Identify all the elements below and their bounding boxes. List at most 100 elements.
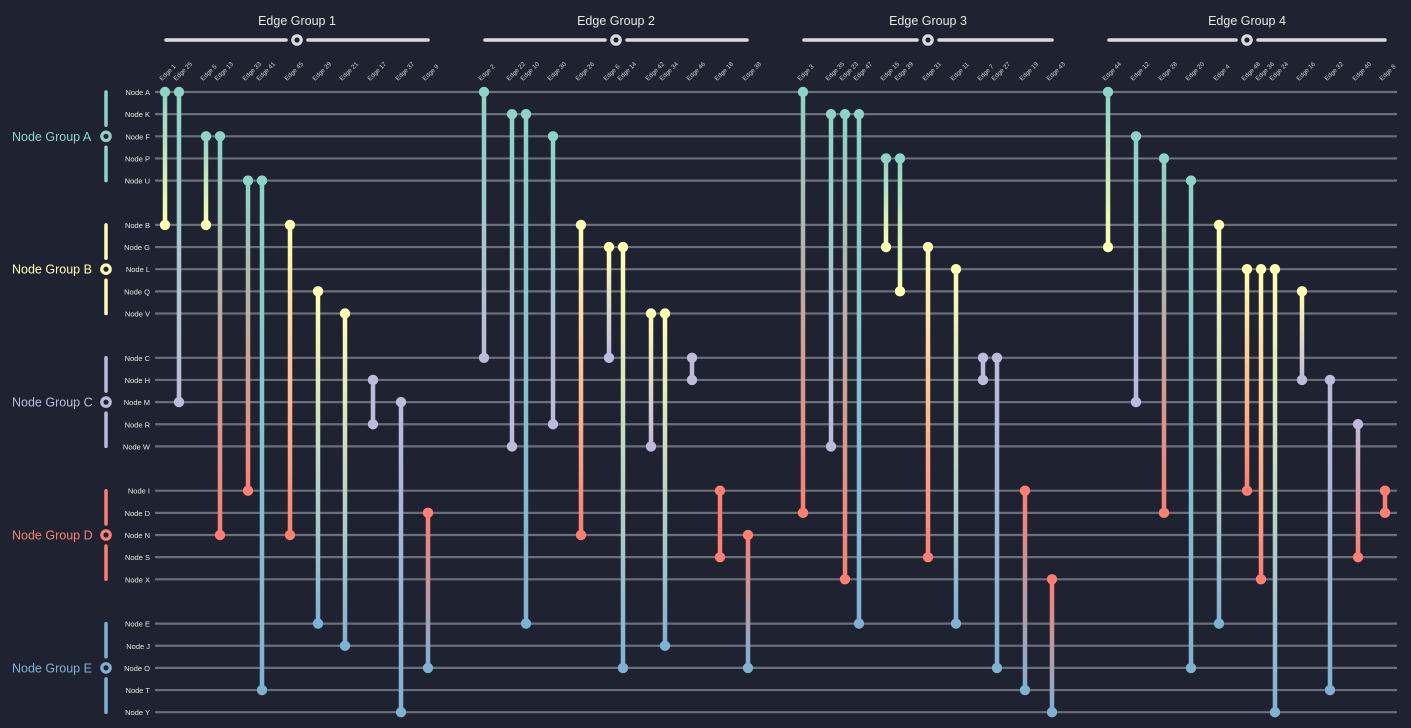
node-group-label[interactable]: Node Group C [12, 396, 93, 410]
edge-end-dot[interactable] [575, 529, 587, 541]
node-group-label[interactable]: Node Group B [12, 263, 92, 277]
edge-start-dot[interactable] [520, 108, 532, 120]
edge-start-dot[interactable] [880, 153, 892, 164]
edge-start-dot[interactable] [159, 86, 171, 98]
edge-start-dot[interactable] [1379, 485, 1391, 496]
edge-start-dot[interactable] [284, 219, 296, 231]
edge-end-dot[interactable] [797, 507, 809, 519]
edge-end-dot[interactable] [977, 374, 989, 386]
edge-start-dot[interactable] [478, 86, 490, 98]
edge-start-dot[interactable] [825, 108, 837, 120]
edge-end-dot[interactable] [991, 662, 1003, 674]
edge-end-dot[interactable] [506, 441, 518, 452]
edge-start-dot[interactable] [714, 485, 726, 496]
edge-end-dot[interactable] [617, 662, 629, 674]
edge-start-dot[interactable] [1019, 485, 1031, 496]
edge-start-dot[interactable] [1213, 219, 1225, 231]
edge-start-dot[interactable] [173, 86, 185, 98]
edge-start-dot[interactable] [894, 153, 906, 164]
edge-end-dot[interactable] [894, 286, 906, 297]
edge-start-dot[interactable] [977, 352, 989, 363]
edge-end-dot[interactable] [1379, 507, 1391, 519]
edge-start-dot[interactable] [1158, 153, 1170, 164]
edge-end-dot[interactable] [645, 441, 657, 452]
edge-end-dot[interactable] [659, 640, 671, 651]
edge-start-dot[interactable] [312, 286, 324, 297]
edge-end-dot[interactable] [284, 529, 296, 541]
edge-start-dot[interactable] [367, 374, 379, 386]
group-toggle-knob[interactable] [100, 529, 112, 541]
edge-end-dot[interactable] [159, 219, 171, 231]
edge-end-dot[interactable] [742, 662, 754, 674]
edge-group-slider-knob[interactable] [1241, 34, 1253, 46]
edge-start-dot[interactable] [339, 308, 351, 319]
edge-end-dot[interactable] [1352, 551, 1364, 563]
edge-end-dot[interactable] [922, 551, 934, 563]
edge-end-dot[interactable] [1296, 374, 1308, 386]
edge-start-dot[interactable] [1296, 286, 1308, 297]
edge-end-dot[interactable] [1102, 241, 1114, 253]
edge-start-dot[interactable] [950, 264, 962, 275]
edge-start-dot[interactable] [922, 241, 934, 253]
node-group-label[interactable]: Node Group A [12, 130, 92, 144]
edge-end-dot[interactable] [686, 374, 698, 386]
edge-end-dot[interactable] [714, 551, 726, 563]
edge-start-dot[interactable] [1130, 131, 1142, 142]
edge-end-dot[interactable] [520, 618, 532, 629]
edge-start-dot[interactable] [659, 308, 671, 319]
group-toggle-knob[interactable] [100, 263, 112, 275]
edge-end-dot[interactable] [173, 396, 185, 408]
edge-start-dot[interactable] [686, 352, 698, 363]
edge-start-dot[interactable] [575, 219, 587, 231]
edge-end-dot[interactable] [395, 707, 407, 718]
edge-start-dot[interactable] [742, 529, 754, 541]
edge-start-dot[interactable] [1102, 86, 1114, 98]
edge-end-dot[interactable] [1255, 574, 1267, 585]
edge-end-dot[interactable] [880, 241, 892, 253]
edge-start-dot[interactable] [853, 108, 865, 120]
edge-start-dot[interactable] [617, 241, 629, 253]
edge-end-dot[interactable] [1185, 662, 1197, 674]
edge-start-dot[interactable] [422, 507, 434, 519]
edge-start-dot[interactable] [839, 108, 851, 120]
edge-start-dot[interactable] [1185, 175, 1197, 186]
edge-start-dot[interactable] [256, 175, 268, 186]
edge-end-dot[interactable] [200, 219, 212, 231]
group-toggle-knob[interactable] [100, 396, 112, 408]
edge-start-dot[interactable] [1046, 574, 1058, 585]
edge-start-dot[interactable] [547, 131, 559, 142]
node-group-label[interactable]: Node Group E [12, 661, 92, 675]
edge-group-slider-knob[interactable] [291, 34, 303, 46]
edge-end-dot[interactable] [422, 662, 434, 674]
edge-end-dot[interactable] [1241, 485, 1253, 496]
edge-end-dot[interactable] [1158, 507, 1170, 519]
edge-start-dot[interactable] [242, 175, 254, 186]
edge-end-dot[interactable] [1046, 707, 1058, 718]
edge-end-dot[interactable] [1324, 684, 1336, 696]
edge-end-dot[interactable] [1213, 618, 1225, 629]
edge-start-dot[interactable] [200, 131, 212, 142]
edge-start-dot[interactable] [797, 86, 809, 98]
edge-end-dot[interactable] [312, 618, 324, 629]
group-toggle-knob[interactable] [100, 662, 112, 674]
edge-end-dot[interactable] [214, 529, 226, 541]
edge-end-dot[interactable] [339, 640, 351, 651]
edge-start-dot[interactable] [1269, 264, 1281, 275]
edge-start-dot[interactable] [645, 308, 657, 319]
edge-end-dot[interactable] [839, 574, 851, 585]
edge-end-dot[interactable] [853, 618, 865, 629]
edge-start-dot[interactable] [1241, 264, 1253, 275]
edge-end-dot[interactable] [825, 441, 837, 452]
edge-start-dot[interactable] [1255, 264, 1267, 275]
edge-end-dot[interactable] [367, 419, 379, 430]
edge-group-slider-knob[interactable] [610, 34, 622, 46]
edge-end-dot[interactable] [1019, 684, 1031, 696]
edge-start-dot[interactable] [1352, 419, 1364, 430]
edge-start-dot[interactable] [991, 352, 1003, 363]
edge-start-dot[interactable] [1324, 374, 1336, 386]
edge-start-dot[interactable] [395, 396, 407, 408]
edge-end-dot[interactable] [242, 485, 254, 496]
group-toggle-knob[interactable] [100, 130, 112, 143]
edge-start-dot[interactable] [506, 108, 518, 120]
node-group-label[interactable]: Node Group D [12, 529, 93, 543]
